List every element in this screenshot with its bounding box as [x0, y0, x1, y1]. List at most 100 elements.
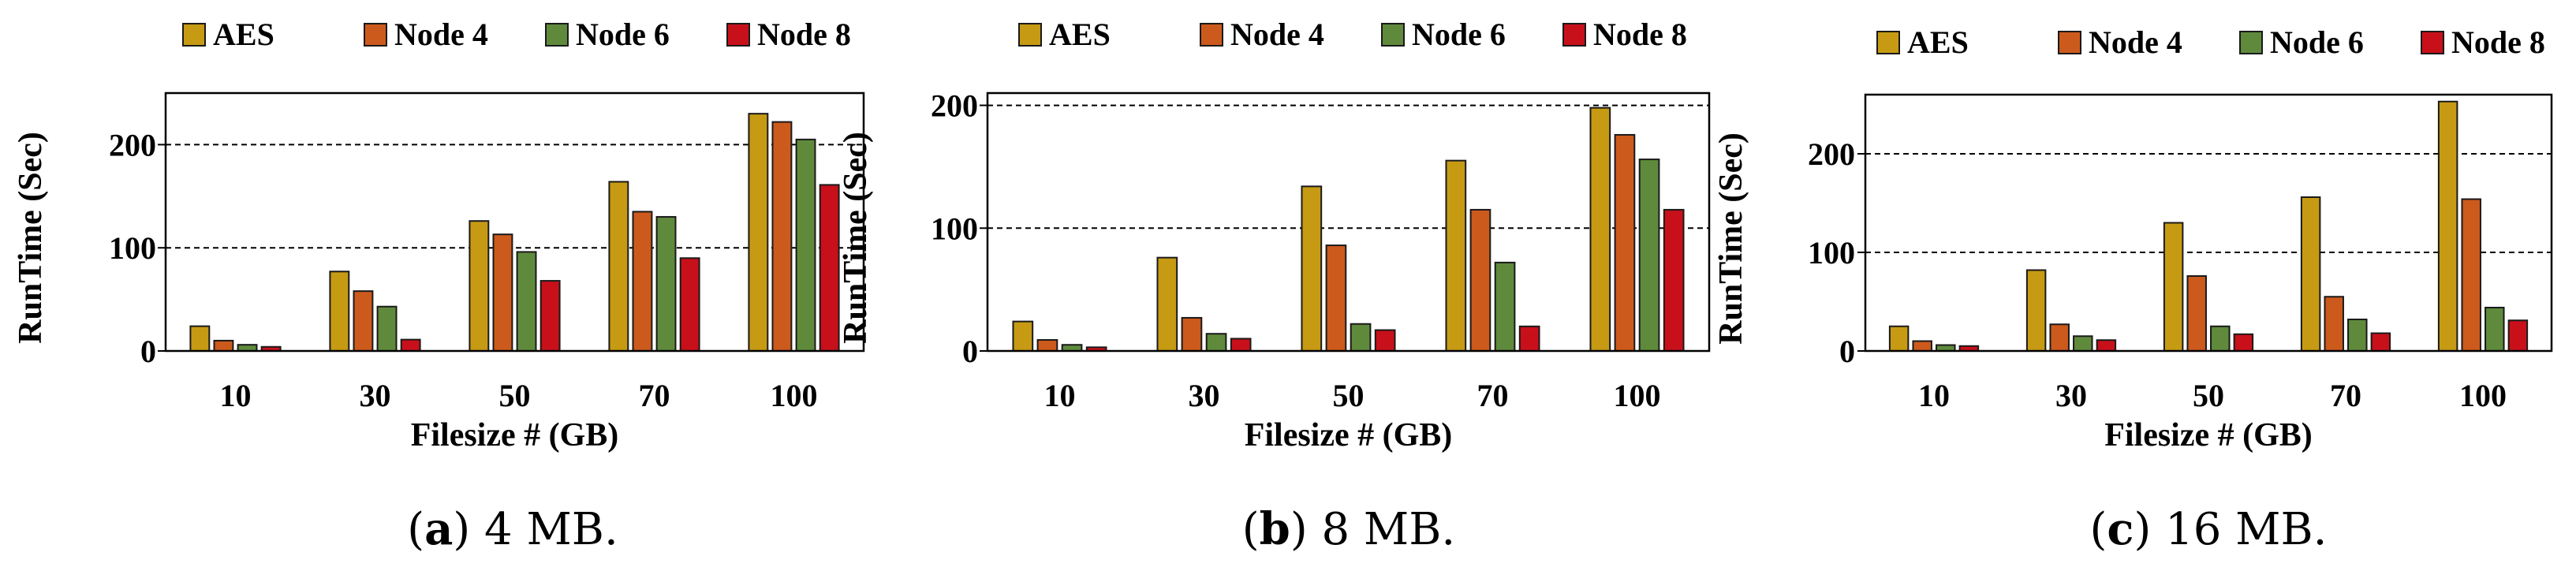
y-axis-label: RunTime (Sec) [1713, 132, 1749, 345]
legend-swatch [1018, 23, 1042, 47]
legend-swatch [1381, 23, 1405, 47]
y-tick-label: 200 [931, 88, 978, 124]
y-tick-label: 100 [109, 230, 156, 266]
x-tick-label: 50 [499, 378, 531, 413]
legend-item-node-4: Node 4 [364, 17, 488, 52]
x-tick-label: 50 [2193, 378, 2224, 413]
y-tick-label: 200 [1808, 136, 1855, 172]
bar-node-8-70 [679, 257, 700, 352]
bar-node-6-30 [1205, 333, 1227, 353]
y-axis-label: RunTime (Sec) [838, 132, 874, 344]
bar-node-8-100 [819, 184, 840, 352]
legend-swatch [182, 23, 206, 47]
bar-node-6-50 [2210, 325, 2231, 352]
legend-item-node-8: Node 8 [2421, 24, 2545, 60]
bar-aes-70 [2300, 196, 2321, 352]
bar-node-4-30 [2049, 323, 2070, 352]
legend-item-node-4: Node 4 [1200, 17, 1324, 52]
bar-aes-100 [2437, 100, 2458, 352]
subfigure-caption: (a) 4 MB. [407, 503, 618, 555]
x-tick-label: 100 [771, 378, 818, 413]
bar-aes-70 [608, 181, 629, 352]
bar-aes-10 [1012, 320, 1034, 352]
bar-node-4-50 [492, 233, 513, 353]
x-tick-label: 100 [2459, 378, 2507, 413]
bar-aes-50 [2163, 222, 2184, 352]
x-tick-label: 30 [2055, 378, 2087, 413]
legend-swatch [2058, 31, 2081, 54]
caption-label: 16 MB. [2165, 504, 2327, 555]
bar-node-8-30 [400, 338, 421, 352]
legend-swatch [726, 23, 750, 47]
legend-label: AES [1049, 17, 1111, 52]
subfigure-caption: (b) 8 MB. [1242, 503, 1455, 555]
legend-label: Node 4 [394, 17, 488, 52]
plot-frame [986, 91, 1711, 353]
legend-swatch [1562, 23, 1586, 47]
x-tick-label: 10 [1044, 378, 1076, 413]
bar-node-6-70 [655, 215, 677, 352]
bar-node-8-100 [2507, 319, 2529, 352]
caption-letter: a [424, 503, 453, 555]
bar-node-4-100 [2461, 198, 2481, 352]
bar-node-4-10 [213, 339, 234, 353]
bar-node-6-30 [2073, 335, 2093, 352]
y-tick-label: 200 [109, 127, 156, 162]
legend-swatch [1200, 23, 1223, 47]
bar-aes-30 [2025, 269, 2047, 352]
legend-item-aes: AES [1876, 24, 1969, 60]
legend-swatch [364, 23, 387, 47]
bar-aes-10 [189, 325, 211, 353]
caption-label: 4 MB. [484, 504, 618, 555]
bar-node-8-30 [1230, 338, 1252, 352]
x-tick-label: 10 [1918, 378, 1950, 413]
legend-label: Node 8 [1593, 17, 1687, 52]
bar-aes-30 [1156, 256, 1178, 352]
bar-node-6-50 [516, 251, 537, 353]
bar-node-6-30 [376, 305, 398, 353]
bar-node-4-10 [1912, 340, 1932, 352]
legend-label: Node 6 [576, 17, 670, 52]
caption-letter: b [1260, 503, 1290, 555]
bar-node-6-50 [1350, 323, 1372, 352]
y-tick-label: 0 [140, 334, 156, 369]
chart-panel-a: AES Node 4 Node 6 Node 8 10 30 50 70 100 0 100 200 F… [13, 17, 865, 555]
legend-item-aes: AES [1018, 17, 1111, 52]
bar-node-4-70 [1469, 208, 1491, 352]
subfigure-caption: (c) 16 MB. [2090, 503, 2328, 555]
legend-item-node-6: Node 6 [545, 17, 670, 52]
bar-aes-70 [1445, 159, 1467, 352]
legend-swatch [2421, 31, 2444, 54]
legend-swatch [1876, 31, 1900, 54]
caption-letter: c [2107, 503, 2134, 555]
legend-label: Node 4 [1230, 17, 1324, 52]
bar-node-4-70 [2324, 296, 2344, 352]
caption-label: 8 MB. [1321, 504, 1455, 555]
bar-node-6-70 [2347, 319, 2368, 352]
y-tick-label: 100 [1808, 235, 1855, 271]
legend-item-node-4: Node 4 [2058, 24, 2182, 60]
x-tick-label: 100 [1614, 378, 1661, 413]
x-axis-label: Filesize # (GB) [411, 417, 619, 453]
bar-node-4-30 [353, 290, 374, 352]
bar-aes-50 [469, 220, 490, 352]
legend-label: Node 8 [757, 17, 851, 52]
bar-node-8-70 [2370, 332, 2391, 352]
bar-node-4-70 [632, 211, 653, 353]
legend-label: Node 6 [1412, 17, 1506, 52]
bar-node-6-100 [2485, 307, 2505, 352]
y-tick-label: 0 [962, 334, 978, 369]
bar-node-6-70 [1494, 261, 1516, 352]
bar-node-4-10 [1036, 338, 1058, 353]
y-axis-label: RunTime (Sec) [13, 132, 49, 344]
legend-item-node-6: Node 6 [1381, 17, 1506, 52]
legend-swatch [2239, 31, 2263, 54]
bar-aes-100 [748, 113, 769, 352]
legend-label: AES [1907, 24, 1969, 60]
legend-item-aes: AES [182, 17, 274, 52]
bar-node-8-50 [539, 280, 561, 352]
legend-item-node-6: Node 6 [2239, 24, 2364, 60]
bar-node-4-100 [771, 121, 793, 352]
bar-node-6-100 [1638, 159, 1660, 352]
legend-label: AES [213, 17, 274, 52]
